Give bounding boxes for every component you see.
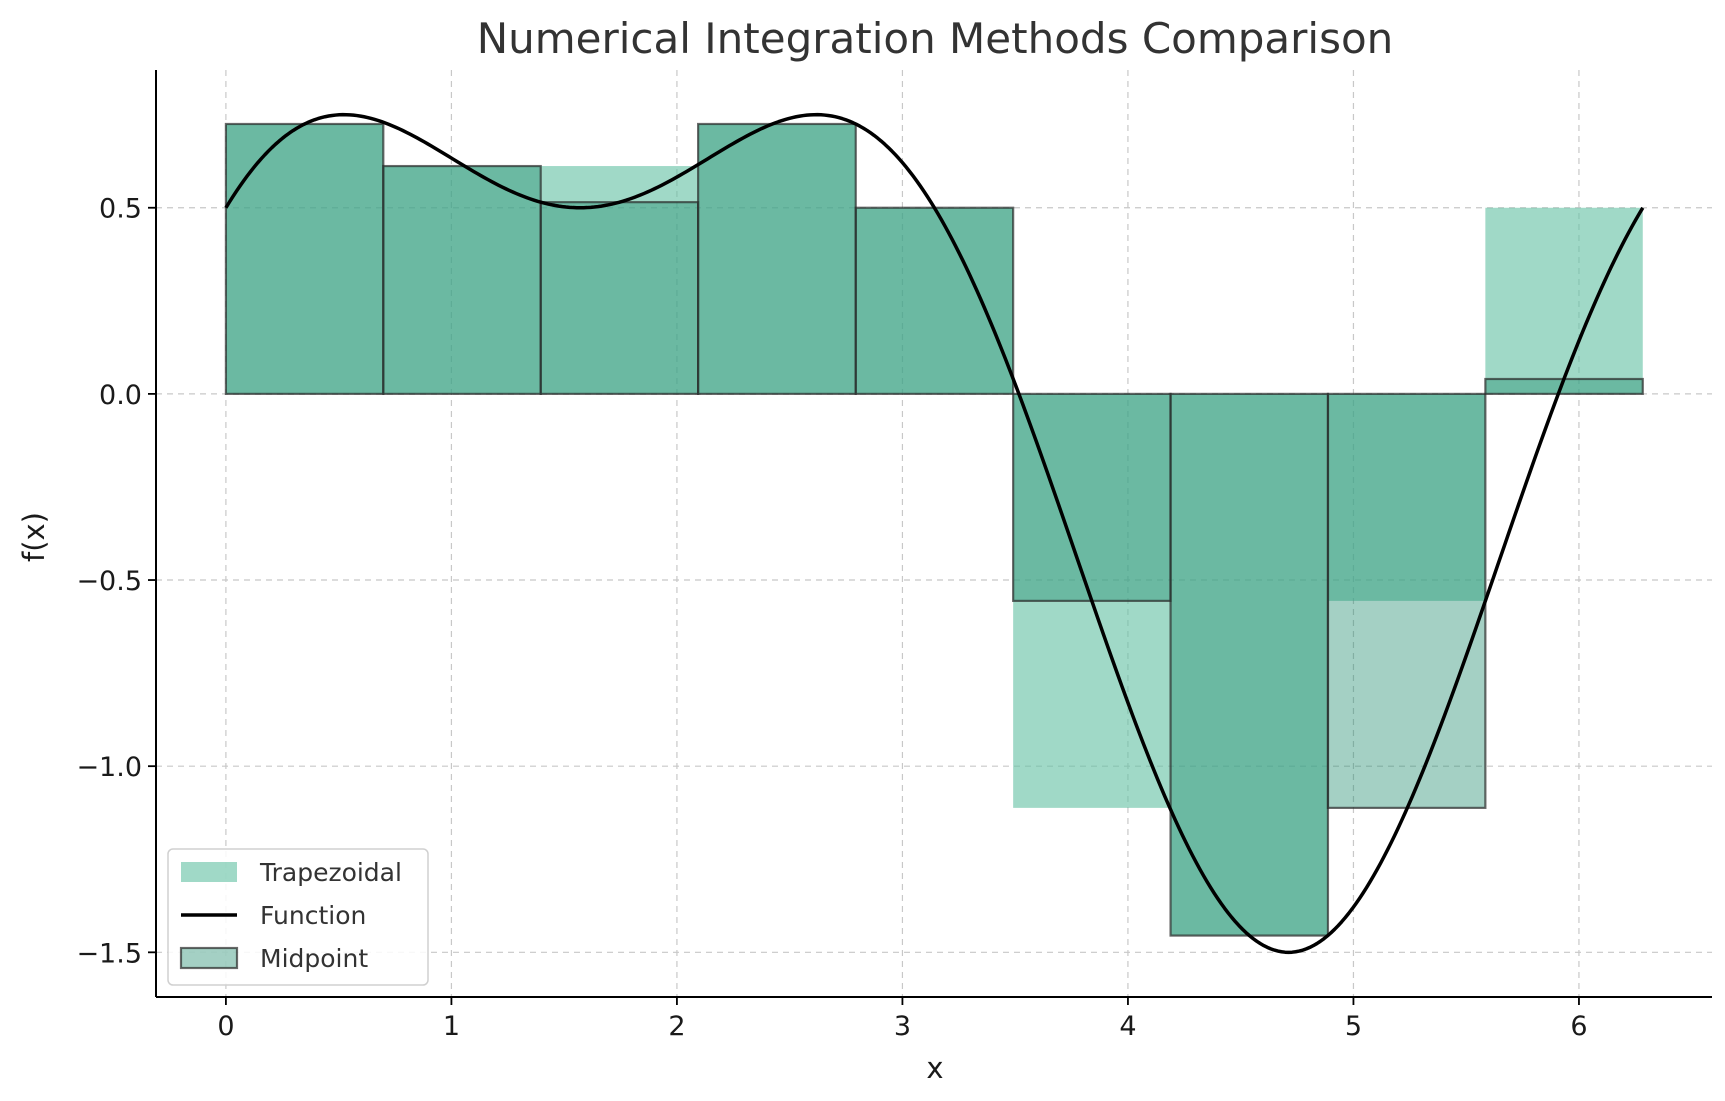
midpoint-bars bbox=[224, 122, 1644, 937]
trapezoidal-bars bbox=[225, 123, 1643, 936]
y-tick-label: −1.0 bbox=[76, 752, 142, 783]
midpoint-bar bbox=[1169, 392, 1330, 937]
y-tick-label: 0.0 bbox=[99, 380, 142, 411]
legend: Trapezoidal Function Midpoint bbox=[167, 848, 429, 986]
x-tick-labels: 0 1 2 3 4 5 6 bbox=[217, 997, 1588, 1042]
chart-title: Numerical Integration Methods Comparison bbox=[477, 14, 1394, 63]
x-tick-label: 3 bbox=[894, 1011, 911, 1042]
midpoint-bar bbox=[1326, 392, 1487, 809]
legend-frame bbox=[167, 848, 429, 986]
y-axis-label: f(x) bbox=[17, 512, 51, 562]
x-tick-label: 6 bbox=[1570, 1011, 1587, 1042]
trapezoidal-bar bbox=[855, 207, 1014, 394]
midpoint-bar bbox=[1012, 392, 1172, 602]
trapezoidal-bar bbox=[1485, 207, 1643, 394]
trapezoidal-bar bbox=[1327, 393, 1486, 601]
midpoint-bar bbox=[539, 201, 700, 395]
midpoint-bar bbox=[224, 122, 385, 395]
function-line bbox=[224, 112, 1645, 955]
trapezoidal-bar bbox=[383, 166, 541, 394]
y-tick-label: −1.5 bbox=[76, 938, 142, 969]
x-tick-label: 0 bbox=[217, 1011, 234, 1042]
legend-swatch-trapezoidal bbox=[181, 862, 237, 882]
x-tick-label: 2 bbox=[668, 1011, 685, 1042]
trapezoidal-bar bbox=[540, 166, 699, 394]
trapezoidal-bar bbox=[1170, 393, 1328, 936]
x-tick-label: 4 bbox=[1119, 1011, 1136, 1042]
midpoint-bar bbox=[854, 206, 1015, 395]
midpoint-bar bbox=[697, 122, 857, 395]
trapezoidal-bar bbox=[698, 123, 856, 394]
legend-swatch-midpoint bbox=[179, 946, 239, 970]
x-tick-label: 1 bbox=[443, 1011, 460, 1042]
x-tick-label: 5 bbox=[1345, 1011, 1362, 1042]
legend-label-midpoint: Midpoint bbox=[260, 944, 368, 973]
y-tick-labels: 0.5 0.0 −0.5 −1.0 −1.5 bbox=[76, 194, 156, 969]
legend-label-function: Function bbox=[260, 901, 366, 930]
function-line-group bbox=[224, 112, 1645, 955]
y-tick-label: 0.5 bbox=[99, 194, 142, 225]
x-axis-label: x bbox=[926, 1051, 943, 1085]
axes bbox=[155, 70, 1712, 998]
midpoint-bar bbox=[382, 164, 542, 395]
legend-label-trapezoidal: Trapezoidal bbox=[259, 858, 402, 887]
y-tick-label: −0.5 bbox=[76, 566, 142, 597]
